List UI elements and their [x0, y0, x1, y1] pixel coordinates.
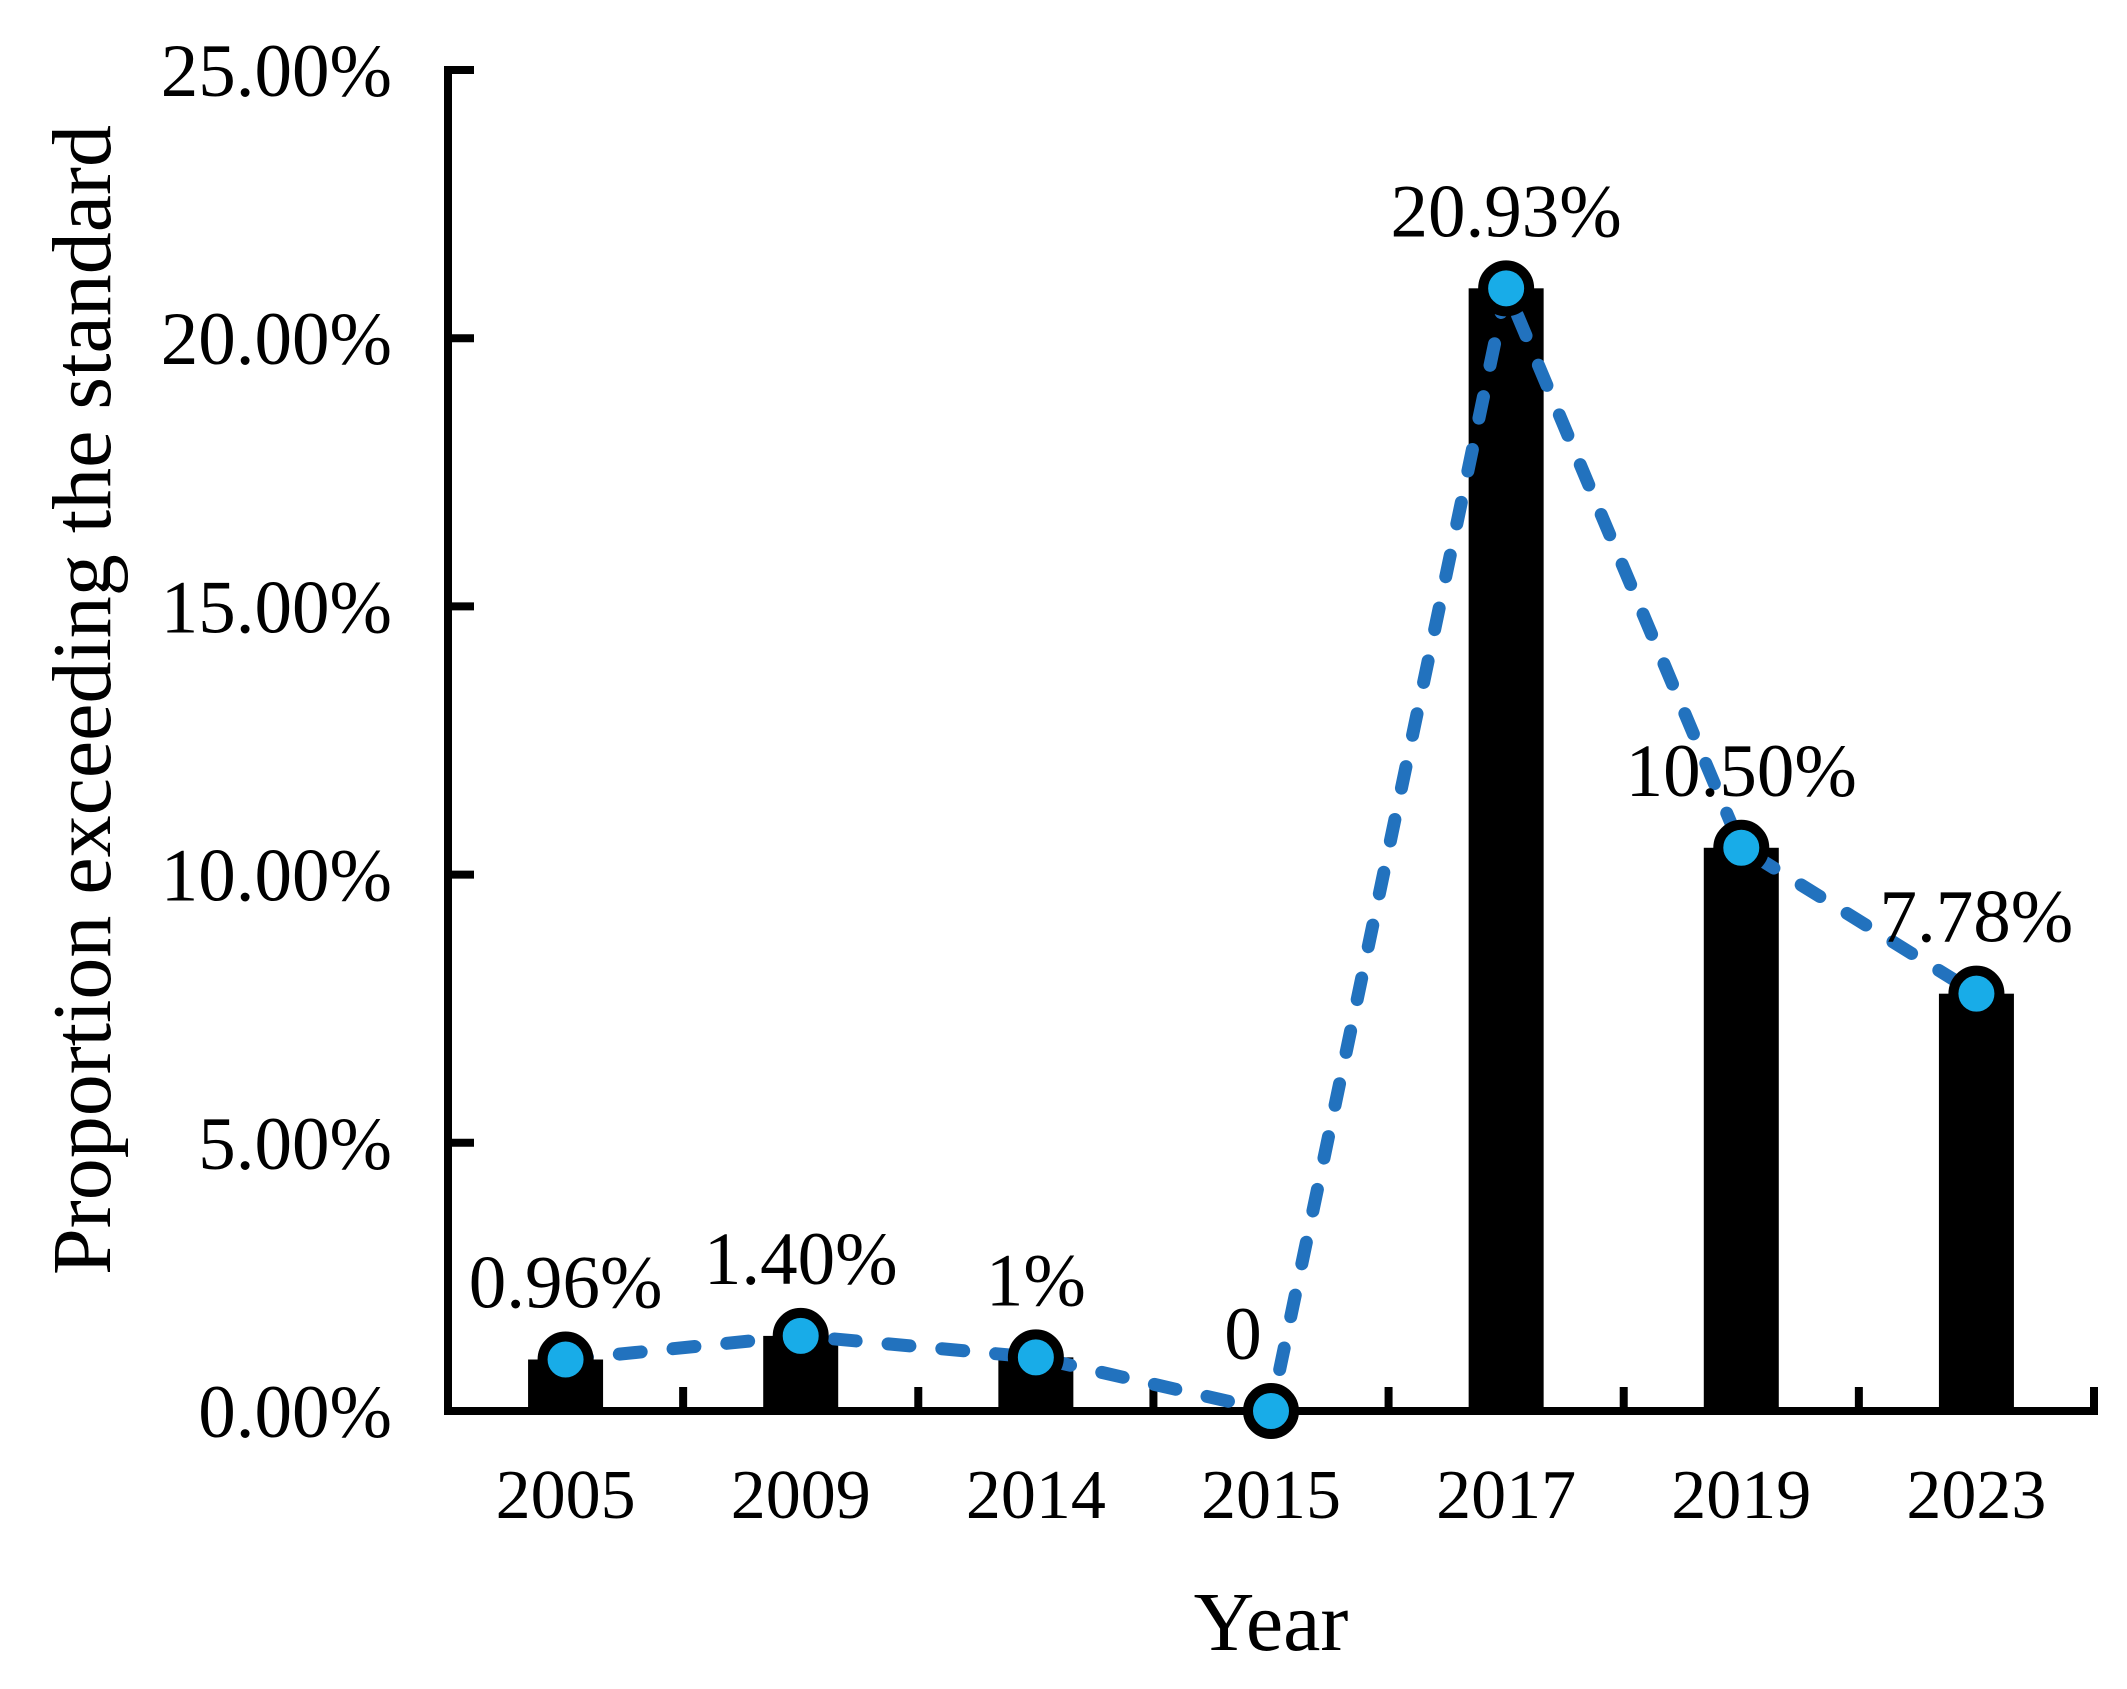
y-tick-label-15.00%: 15.00%: [161, 566, 392, 649]
x-tick-label-2005: 2005: [496, 1457, 636, 1534]
data-label-2023: 7.78%: [1880, 876, 2074, 959]
data-label-2009: 1.40%: [704, 1218, 898, 1301]
data-point-marker-2023: [1948, 965, 2005, 1022]
data-label-2005: 0.96%: [469, 1242, 663, 1325]
x-tick-label-2017: 2017: [1436, 1457, 1576, 1534]
data-point-marker-2014: [1007, 1329, 1064, 1386]
y-axis-title: Proportion exceeding the standard: [36, 125, 129, 1275]
y-tick-label-10.00%: 10.00%: [161, 835, 392, 918]
data-point-marker-2009: [772, 1307, 829, 1364]
x-tick-label-2014: 2014: [966, 1457, 1106, 1534]
x-tick-label-2023: 2023: [1906, 1457, 2046, 1534]
data-label-2014: 1%: [986, 1239, 1086, 1322]
y-tick-label-5.00%: 5.00%: [198, 1103, 392, 1186]
data-label-2017: 20.93%: [1391, 170, 1622, 253]
data-label-2015: 0: [1224, 1293, 1262, 1376]
x-tick-label-2019: 2019: [1671, 1457, 1811, 1534]
labels-layer: 0.00% 5.00% 10.00% 15.00% 20.00% 25.00% 2005 20…: [161, 30, 2074, 1534]
bar-2023: [1938, 993, 2014, 1415]
x-tick-label-2009: 2009: [731, 1457, 871, 1534]
x-tick-label-2015: 2015: [1201, 1457, 1341, 1534]
data-point-marker-2015: [1243, 1383, 1299, 1439]
data-point-marker-2017: [1478, 260, 1535, 317]
markers-layer: [537, 260, 2005, 1439]
x-axis-title: Year: [1194, 1576, 1349, 1669]
bar-2017: [1468, 288, 1544, 1415]
y-tick-label-0.00%: 0.00%: [198, 1371, 392, 1454]
y-tick-label-20.00%: 20.00%: [161, 298, 392, 381]
data-label-2019: 10.50%: [1626, 730, 1857, 813]
data-point-marker-2019: [1713, 819, 1770, 876]
bar-2019: [1703, 847, 1779, 1415]
y-tick-label-25.00%: 25.00%: [161, 30, 392, 113]
bars-layer: [528, 288, 2014, 1415]
data-point-marker-2005: [537, 1331, 594, 1388]
